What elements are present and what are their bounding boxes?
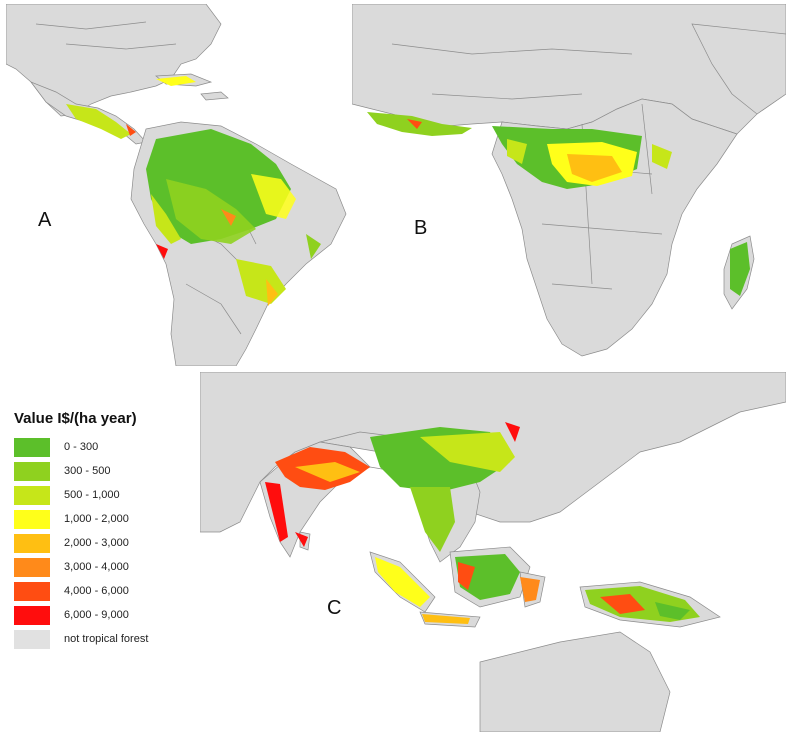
legend-item: not tropical forest	[14, 627, 199, 651]
asia-map: C	[200, 372, 786, 732]
legend-item: 0 - 300	[14, 435, 199, 459]
legend-swatch	[14, 629, 50, 649]
latin-america-map: A	[6, 4, 347, 366]
legend-swatch	[14, 557, 50, 577]
legend-item: 4,000 - 6,000	[14, 579, 199, 603]
legend-label: 0 - 300	[64, 441, 99, 453]
legend-label: 1,000 - 2,000	[64, 513, 129, 525]
legend-swatch	[14, 581, 50, 601]
legend-item: 2,000 - 3,000	[14, 531, 199, 555]
legend-item: 6,000 - 9,000	[14, 603, 199, 627]
legend-label: 3,000 - 4,000	[64, 561, 129, 573]
legend-item: 1,000 - 2,000	[14, 507, 199, 531]
legend-item: 300 - 500	[14, 459, 199, 483]
legend-label: 6,000 - 9,000	[64, 609, 129, 621]
legend-label: 300 - 500	[64, 465, 111, 477]
forest-value-overlay-c	[265, 422, 700, 624]
legend-swatch	[14, 605, 50, 625]
legend-swatch	[14, 485, 50, 505]
legend-item: 3,000 - 4,000	[14, 555, 199, 579]
legend-swatch	[14, 509, 50, 529]
legend-label: not tropical forest	[64, 633, 149, 645]
legend-swatch	[14, 533, 50, 553]
map-panel-c: C	[200, 372, 786, 732]
legend-title: Value I$/(ha year)	[14, 410, 137, 427]
legend-label: 4,000 - 6,000	[64, 585, 129, 597]
map-panel-a: A	[6, 4, 348, 366]
caribbean-islands	[155, 73, 229, 101]
forest-value-overlay-b	[367, 112, 750, 296]
legend: Value I$/(ha year) 0 - 300 300 - 500 500 -…	[14, 410, 199, 651]
legend-item: 500 - 1,000	[14, 483, 199, 507]
panel-label-c: C	[327, 597, 341, 619]
arabia-land	[691, 23, 786, 115]
legend-items: 0 - 300 300 - 500 500 - 1,000 1,000 - 2,000…	[14, 435, 199, 651]
legend-label: 2,000 - 3,000	[64, 537, 129, 549]
panel-label-b: B	[414, 217, 427, 239]
forest-value-overlay-a	[66, 76, 321, 306]
australia-land	[479, 631, 671, 732]
africa-map: B	[352, 4, 786, 357]
north-america-land	[6, 4, 222, 117]
legend-swatch	[14, 461, 50, 481]
legend-swatch	[14, 437, 50, 457]
panel-label-a: A	[38, 209, 52, 231]
map-panel-b: B	[352, 4, 786, 366]
legend-label: 500 - 1,000	[64, 489, 120, 501]
